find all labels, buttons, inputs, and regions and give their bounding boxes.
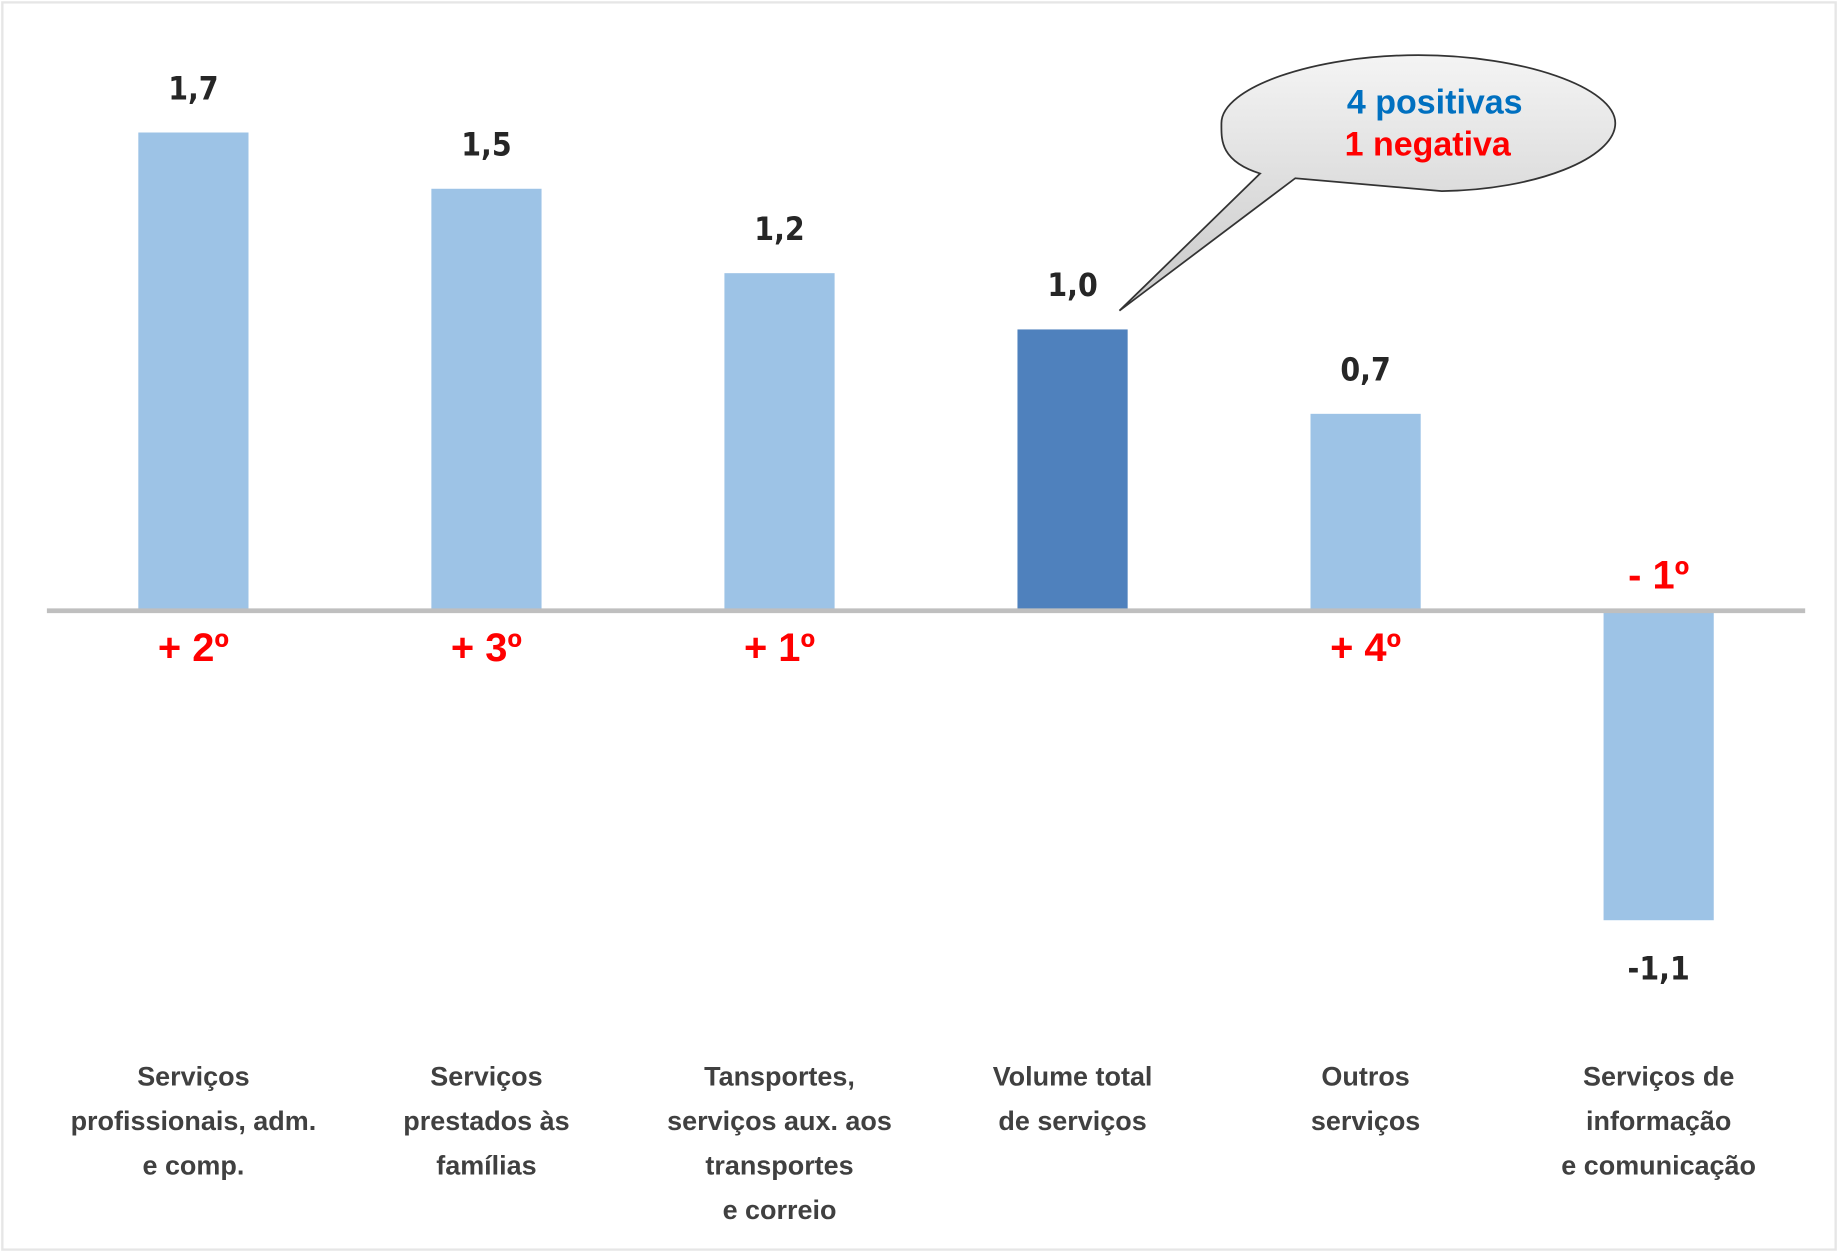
x-tick-label-line: Volume total [993, 1062, 1153, 1092]
plot-area: 1,7 + 2º Serviços profissionais, adm. e comp… [46, 71, 1806, 1226]
bar [1603, 610, 1714, 921]
rank-label: + 2º [158, 626, 229, 670]
x-tick-label-line: informação [1586, 1106, 1731, 1136]
value-label: 1,7 [168, 71, 218, 107]
x-tick-label: Serviços profissionais, adm. e comp. [71, 1062, 317, 1181]
x-tick-label-line: Outros [1321, 1062, 1409, 1092]
x-tick-label: Volume total de serviços [993, 1062, 1153, 1137]
x-tick-label-line: serviços [1311, 1106, 1420, 1136]
x-tick-label-line: e comunicação [1561, 1151, 1756, 1181]
rank-label: + 3º [451, 626, 522, 670]
bar [724, 273, 835, 611]
value-label: 1,2 [754, 212, 804, 248]
x-tick-label-line: prestados às [403, 1106, 569, 1136]
bar [1310, 413, 1421, 611]
value-label: 0,7 [1340, 353, 1390, 389]
bar [138, 132, 249, 611]
x-tick-label-line: Tansportes, [704, 1062, 855, 1092]
value-label: -1,1 [1628, 952, 1690, 988]
rank-label: - 1º [1628, 553, 1689, 597]
x-tick-label-line: Serviços [137, 1062, 249, 1092]
x-tick-label-line: Serviços [430, 1062, 542, 1092]
value-label: 1,5 [461, 128, 511, 164]
x-tick-label: Outros serviços [1311, 1062, 1420, 1137]
callout-positive: 4 positivas [1347, 83, 1523, 121]
x-tick-label: Serviços prestados às famílias [403, 1062, 569, 1181]
x-tick-label-line: de serviços [998, 1106, 1146, 1136]
value-label: 1,0 [1047, 268, 1097, 304]
x-tick-label-line: e comp. [142, 1151, 244, 1181]
x-tick-label: Tansportes, serviços aux. aos transportes e… [667, 1062, 892, 1226]
rank-label: + 1º [744, 626, 815, 670]
bar [431, 188, 542, 611]
x-tick-label-line: famílias [436, 1151, 536, 1181]
x-tick-label-line: transportes [705, 1151, 853, 1181]
x-tick-label-line: profissionais, adm. [71, 1106, 317, 1136]
callout-negative: 1 negativa [1345, 126, 1512, 164]
rank-label: + 4º [1330, 626, 1401, 670]
x-tick-label-line: serviços aux. aos [667, 1106, 892, 1136]
x-tick-label: Serviços de informação e comunicação [1561, 1062, 1756, 1181]
x-tick-label-line: e correio [723, 1195, 837, 1225]
callout [1118, 54, 1617, 312]
bar [1017, 329, 1128, 611]
x-tick-label-line: Serviços de [1583, 1062, 1734, 1092]
